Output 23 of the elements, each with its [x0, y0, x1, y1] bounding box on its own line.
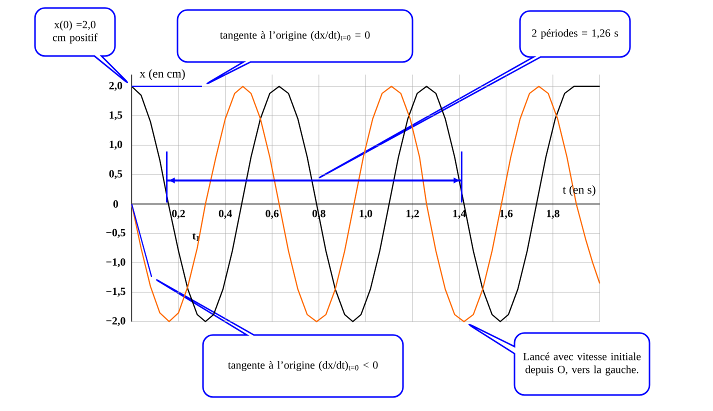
x-tick-label: 1,6: [500, 210, 513, 219]
y-tick-label: −1,0: [106, 258, 126, 268]
x-tick-label: 1,2: [406, 210, 419, 219]
y-tick-label: 1,5: [110, 111, 122, 120]
x-tick-label: 0,6: [266, 210, 279, 219]
text: Lancé avec vitesse initiale depuis O, vers la gauche.: [523, 352, 641, 376]
y-tick-label: 1,0: [110, 140, 122, 150]
y-tick-label: −2,0: [106, 317, 126, 326]
text: tangente à l’origine (dx/dt)$_{t=0}$ = 0: [220, 31, 370, 41]
y-tick-label: 0,5: [109, 170, 122, 180]
x-tick-label: 1,8: [546, 210, 560, 219]
text: 2 périodes = 1,26 s: [532, 29, 618, 39]
text: x(0) =2,0 cm positif: [52, 20, 98, 44]
x-tick-label: 1,0: [360, 210, 372, 219]
x-tick-label: 0,4: [218, 210, 232, 219]
y-tick-label: −1,5: [106, 288, 126, 297]
text: tangente à l’origine (dx/dt)$_{t=0}$ < 0: [228, 361, 378, 371]
x-tick-label: 0,2: [172, 210, 185, 219]
y-axis-title: x (en cm): [140, 69, 185, 80]
y-tick-label: 2,0: [109, 82, 122, 91]
y-tick-label: −0,5: [106, 228, 126, 238]
x-tick-label: 1,4: [453, 210, 466, 219]
y-tick-label: 0: [113, 200, 118, 208]
